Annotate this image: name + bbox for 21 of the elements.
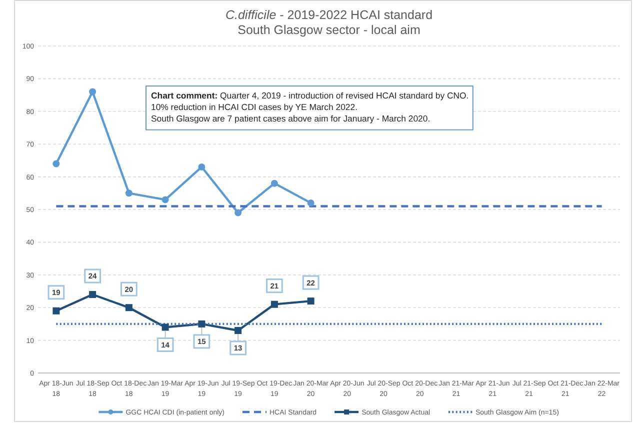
point [198, 320, 206, 328]
chart-title: C.difficile - 2019-2022 HCAI standard [225, 8, 433, 22]
point [307, 199, 314, 206]
annotation: Chart comment: Quarter 4, 2019 - introduction of revised HCAI standard by CNO. [151, 90, 469, 100]
point [234, 326, 242, 334]
point [52, 307, 60, 314]
point [198, 163, 206, 170]
point [270, 300, 278, 308]
point [125, 190, 132, 197]
point [234, 209, 242, 216]
point [89, 291, 96, 298]
point [270, 180, 278, 187]
point [89, 88, 96, 96]
point [307, 298, 314, 305]
chart-subtitle: South Glasgow sector - local aim [238, 23, 420, 37]
point [52, 160, 60, 168]
point [125, 304, 132, 312]
point [162, 324, 169, 331]
annotation: 10% reduction in HCAI CDI cases by YE March 2022. [151, 102, 358, 112]
annotation: South Glasgow are 7 patient cases above aim for January - March 2020. [151, 114, 430, 124]
point [162, 196, 169, 204]
